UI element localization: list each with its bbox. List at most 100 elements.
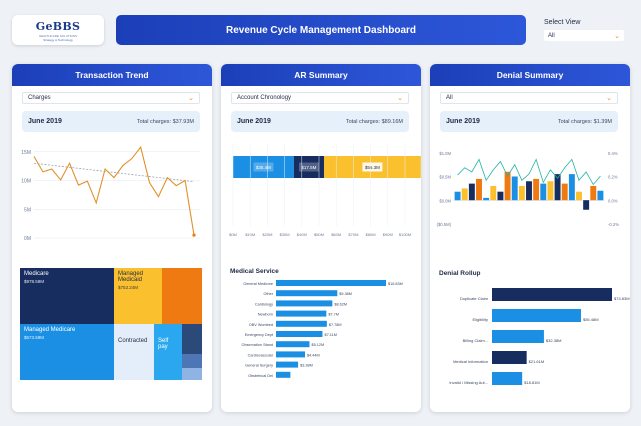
- bar: [276, 361, 299, 368]
- ar-chronology-chart: $35.4M $17.5M $56.3M $0M $10M $20M $30M $40M $50…: [229, 144, 421, 237]
- denial-bar: [576, 191, 582, 201]
- bar-category-label: Emergency Dept: [245, 333, 274, 337]
- ar-summary-title: AR Summary: [221, 64, 421, 86]
- bar-value-label: $7.11M: [324, 333, 336, 337]
- select-view-label: Select View: [544, 19, 581, 26]
- treemap-tile-medicare[interactable]: Medicare $978.59M: [20, 268, 114, 324]
- denial-bar: [561, 183, 568, 201]
- logo-wordmark: GeBBS: [35, 20, 81, 33]
- bar-value-label: $3.38M: [300, 364, 313, 368]
- transaction-trend-title: Transaction Trend: [12, 64, 212, 86]
- bar-value-label: $7.7M: [328, 313, 339, 317]
- denial-summary-title: Denial Summary: [430, 64, 630, 86]
- denial-summary-dropdown[interactable]: All ⌄: [440, 92, 618, 104]
- y-right-tick-label: 0.4%: [608, 151, 618, 156]
- select-view-dropdown[interactable]: All ⌄: [544, 30, 624, 41]
- bar-category-label: Billing Claim...: [463, 338, 488, 343]
- treemap-tile-managed-medicare[interactable]: Managed Medicare $573.59M: [20, 324, 114, 380]
- treemap-tile-self-pay[interactable]: Self pay: [154, 324, 182, 380]
- denial-bar: [554, 174, 561, 201]
- denial-bar: [504, 171, 511, 201]
- denial-bar: [468, 183, 475, 201]
- bar-value-label: $4.44M: [307, 353, 320, 357]
- bar-category-label: Medical Information: [453, 359, 488, 364]
- ar-summary-dropdown-value: Account Chronology: [237, 95, 292, 101]
- denial-bar: [454, 191, 461, 201]
- transaction-trend-chart: 15M 10M 5M 0M: [21, 145, 200, 242]
- logo-tagline: Strategy ● Technology: [43, 38, 73, 42]
- y-tick-label: 15M: [21, 150, 31, 156]
- denial-bar: [490, 186, 497, 201]
- x-tick-label: $30M: [280, 232, 290, 237]
- bar-value-label: $21.61M: [529, 359, 545, 364]
- bar-category-label: General Surgery: [245, 364, 273, 368]
- ar-bar-label: $56.3M: [365, 165, 380, 170]
- x-tick-label: $60M: [331, 232, 341, 237]
- x-tick-label: $0M: [229, 232, 237, 237]
- ar-label-bg: [362, 162, 383, 172]
- y-right-tick-label: 0.0%: [608, 198, 618, 203]
- denial-bar: [526, 181, 532, 201]
- bar-value-label: $5.12M: [311, 343, 324, 347]
- bar-value-label: $18.81M: [524, 380, 540, 385]
- bar: [276, 310, 327, 317]
- x-tick-label: $40M: [297, 232, 307, 237]
- select-view: Select View All ⌄: [536, 15, 628, 45]
- bar: [276, 300, 333, 307]
- chevron-down-icon: ⌄: [614, 32, 620, 40]
- bar: [276, 341, 310, 348]
- treemap-label: Contracted: [118, 338, 148, 344]
- transaction-trend-total: Total charges: $37.93M: [136, 118, 194, 125]
- transaction-trend-dropdown[interactable]: Charges ⌄: [22, 92, 200, 104]
- x-tick-label: $10M: [245, 232, 255, 237]
- logo: GeBBS HEALTHCARE SOLUTIONS Strategy ● Te…: [12, 15, 104, 45]
- denial-bar: [590, 186, 597, 201]
- bar: [492, 330, 544, 343]
- bar-value-label: $16.83M: [388, 282, 403, 286]
- denial-summary-total: Total charges: $1.39M: [557, 118, 612, 125]
- treemap-tile-managed-medicaid[interactable]: Managed Medicaid $753.24M: [114, 268, 162, 324]
- treemap-value: $573.59M: [24, 335, 45, 340]
- medical-service-chart: General Medicine $16.83M Other $9.38M Cardio…: [242, 280, 403, 378]
- bar-value-label: $9.38M: [339, 292, 352, 296]
- y-right-tick-label: -0.2%: [608, 222, 619, 227]
- bar-value-label: $7.78M: [329, 323, 342, 327]
- bar: [492, 309, 581, 322]
- treemap-value: $978.59M: [24, 279, 45, 284]
- bar: [276, 371, 291, 378]
- bar-value-label: $74.83M: [614, 296, 630, 301]
- treemap-tile-other-orange[interactable]: [162, 268, 202, 324]
- bar: [492, 372, 523, 385]
- denial-bar: [476, 178, 482, 201]
- bar: [492, 288, 612, 301]
- bar-category-label: Cardiovascular: [248, 353, 274, 357]
- bar-category-label: Cardiology: [255, 302, 273, 306]
- denial-rollup-title: Denial Rollup: [439, 270, 481, 277]
- treemap-tile-small-1[interactable]: [182, 324, 202, 354]
- treemap-tile-contracted[interactable]: Contracted: [114, 324, 154, 380]
- treemap-tile-small-3[interactable]: [182, 368, 202, 380]
- transaction-trend-panel: Transaction Trend Charges ⌄ June 2019 To…: [12, 64, 212, 412]
- x-tick-label: $100M: [399, 232, 411, 237]
- bar: [276, 280, 386, 286]
- treemap-tile-small-2[interactable]: [182, 354, 202, 368]
- transaction-trend-info: June 2019 Total charges: $37.93M: [22, 111, 200, 132]
- denial-bar: [568, 174, 575, 201]
- ar-summary-total: Total charges: $89.16M: [345, 118, 403, 125]
- denial-bar: [583, 200, 590, 210]
- y-tick-label: 0M: [24, 236, 31, 242]
- x-tick-label: $70M: [348, 232, 358, 237]
- bar-category-label: Duplicate Claim: [460, 296, 489, 301]
- ar-bar-label: $35.4M: [256, 165, 271, 170]
- bar-category-label: Eligibility: [472, 317, 488, 322]
- denial-summary-panel: Denial Summary All ⌄ June 2019 Total cha…: [430, 64, 630, 412]
- denial-combo-chart: $1.0M 0.4% $0.5M 0.2% $0.0M 0.0% ($0.5M) -0.2%: [437, 151, 620, 227]
- series-line: [33, 145, 195, 236]
- denial-summary-month: June 2019: [446, 118, 480, 125]
- chevron-down-icon: ⌄: [397, 95, 403, 102]
- denial-bar: [461, 188, 468, 201]
- bar-value-label: $55.48M: [583, 317, 599, 322]
- bar: [492, 351, 527, 364]
- treemap-label: Self pay: [158, 338, 169, 350]
- ar-summary-dropdown[interactable]: Account Chronology ⌄: [231, 92, 409, 104]
